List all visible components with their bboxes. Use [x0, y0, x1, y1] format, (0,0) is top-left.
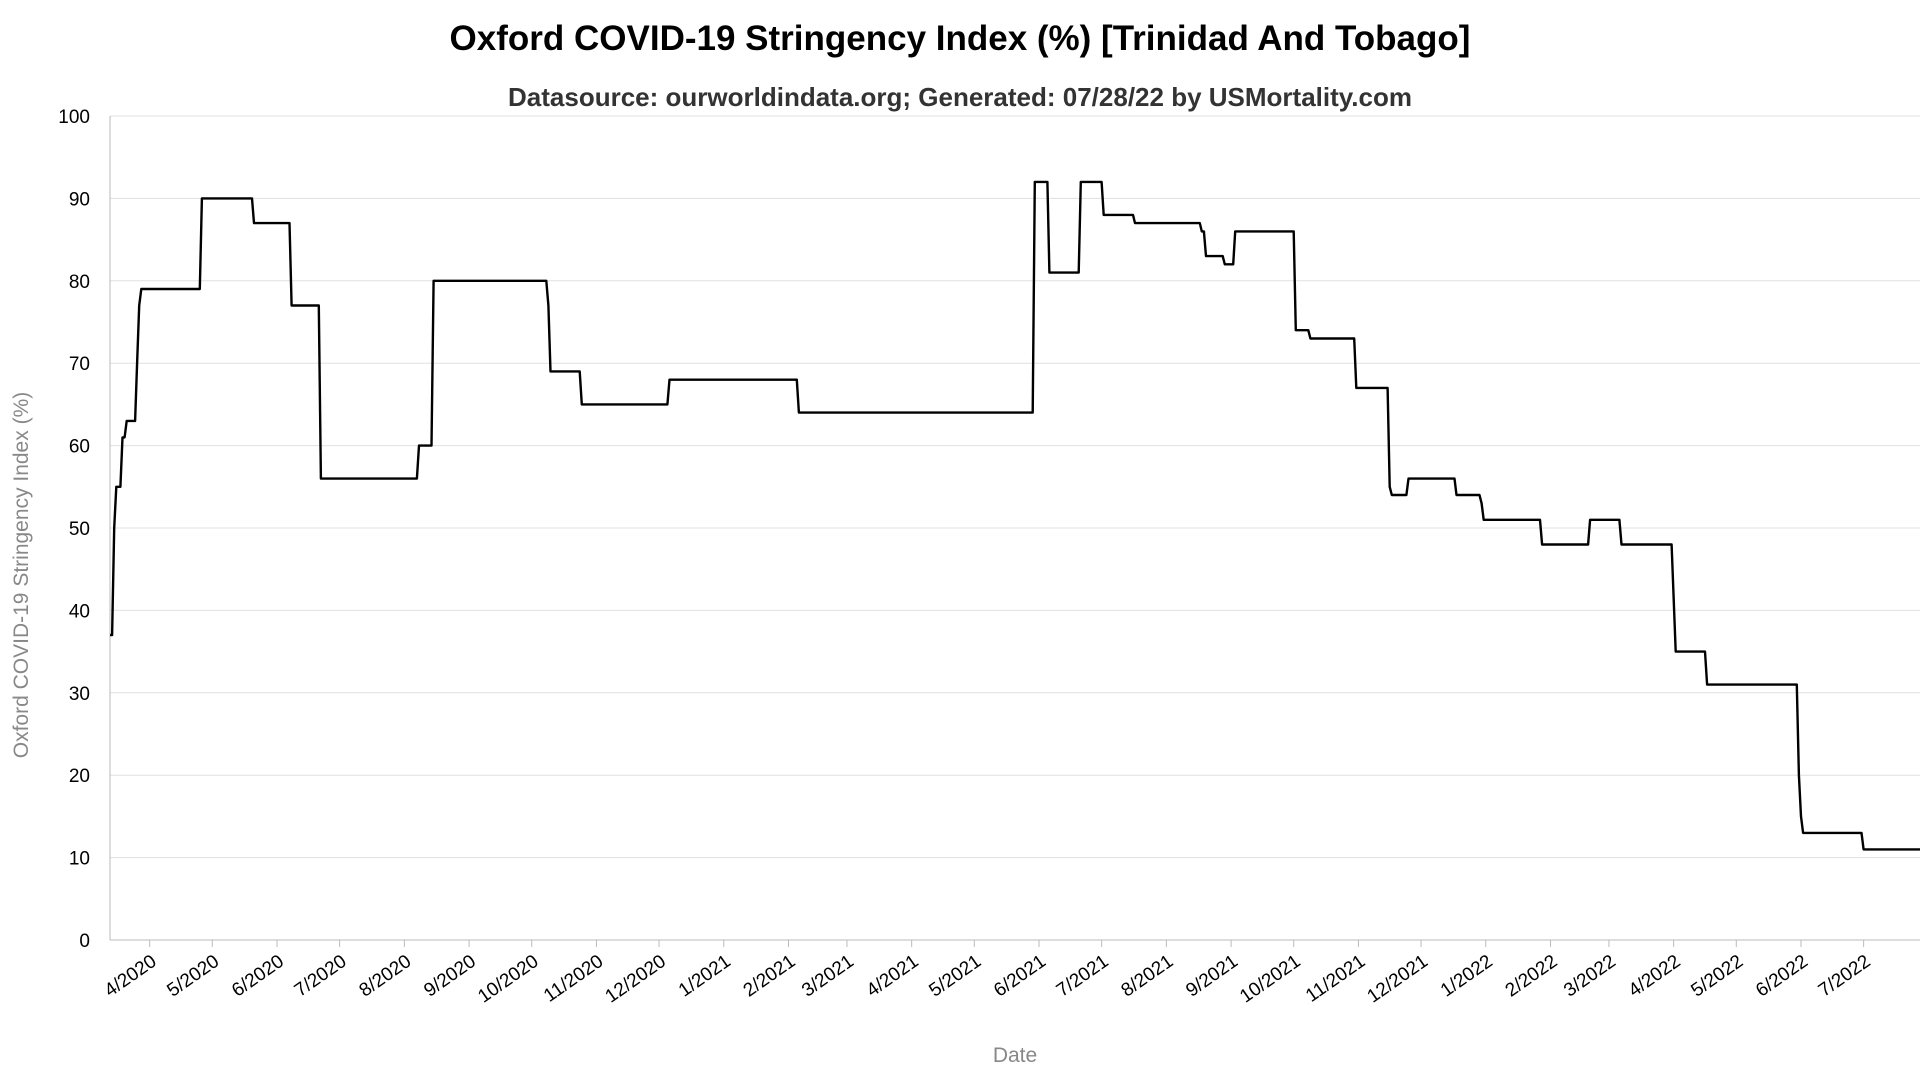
x-axis-title: Date — [993, 1044, 1037, 1067]
x-tick-label: 4/2021 — [863, 951, 923, 1002]
axes: 0 10 20 30 40 50 60 70 80 90 100 4/2020 5/2020 6/2020… — [58, 107, 1920, 1007]
y-tick-label: 50 — [69, 519, 90, 540]
x-tick-label: 1/2021 — [675, 951, 735, 1002]
x-tick-label: 5/2021 — [926, 951, 986, 1002]
series-layer — [110, 180, 1920, 851]
y-tick-label: 60 — [69, 437, 90, 458]
y-tick-label: 20 — [69, 766, 90, 787]
y-tick-label: 80 — [69, 272, 90, 293]
x-tick-label: 12/2020 — [602, 951, 670, 1008]
x-tick-label: 12/2021 — [1364, 951, 1432, 1008]
x-tick-label: 7/2022 — [1815, 951, 1875, 1002]
x-tick-label: 2/2022 — [1502, 951, 1562, 1002]
x-tick-label: 2/2021 — [740, 951, 800, 1002]
y-axis-title: Oxford COVID-19 Stringency Index (%) — [10, 392, 33, 758]
x-tick-label: 5/2020 — [164, 951, 224, 1002]
x-tick-label: 7/2020 — [291, 951, 351, 1002]
x-tick-label: 7/2021 — [1053, 951, 1113, 1002]
x-tick-label: 10/2021 — [1236, 951, 1304, 1008]
y-tick-label: 10 — [69, 849, 90, 870]
x-tick-label: 6/2021 — [990, 951, 1050, 1002]
y-tick-label: 40 — [69, 601, 90, 622]
x-tick-label: 4/2022 — [1625, 951, 1685, 1002]
gridlines — [110, 115, 1920, 859]
x-tick-label: 3/2021 — [798, 951, 858, 1002]
y-tick-label: 90 — [69, 189, 90, 210]
stringency-index-line — [110, 180, 1920, 851]
x-tick-label: 6/2020 — [228, 951, 288, 1002]
x-tick-label: 1/2022 — [1437, 951, 1497, 1002]
y-tick-label: 100 — [58, 107, 90, 128]
x-tick-label: 10/2020 — [474, 951, 542, 1008]
x-tick-label: 11/2021 — [1302, 951, 1369, 1007]
x-tick-label: 9/2021 — [1182, 951, 1242, 1002]
chart-title: Oxford COVID-19 Stringency Index (%) [Tr… — [450, 19, 1471, 58]
x-tick-label: 8/2021 — [1118, 951, 1178, 1002]
x-tick-label: 5/2022 — [1687, 951, 1747, 1002]
x-tick-label: 11/2020 — [540, 951, 607, 1007]
chart-subtitle: Datasource: ourworldindata.org; Generate… — [508, 82, 1412, 112]
x-tick-label: 4/2020 — [101, 951, 161, 1002]
x-tick-label: 3/2022 — [1560, 951, 1620, 1002]
y-tick-label: 70 — [69, 354, 90, 375]
x-tick-label: 6/2022 — [1752, 951, 1812, 1002]
y-tick-label: 0 — [79, 931, 90, 952]
x-tick-label: 8/2020 — [356, 951, 416, 1002]
y-tick-label: 30 — [69, 684, 90, 705]
x-tick-label: 9/2020 — [420, 951, 480, 1002]
